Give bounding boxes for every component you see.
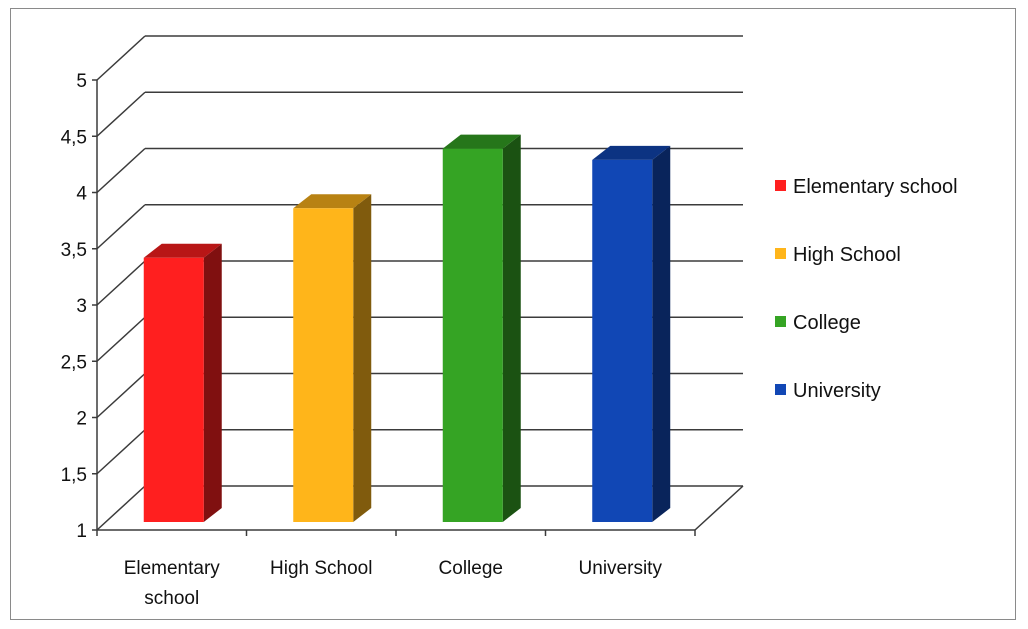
gridline — [96, 91, 743, 137]
gridline — [96, 35, 743, 81]
legend-swatch — [775, 248, 786, 259]
bar — [293, 194, 372, 522]
y-tick-label: 3 — [76, 296, 87, 317]
x-tick-label: High School — [270, 558, 372, 579]
legend-swatch — [775, 384, 786, 395]
y-tick-label: 2 — [76, 409, 87, 430]
legend-item: University — [775, 380, 881, 402]
y-tick-label: 1 — [76, 521, 87, 542]
y-tick-label: 3,5 — [61, 240, 87, 261]
bar — [592, 145, 671, 522]
legend-item: High School — [775, 244, 901, 266]
axes — [92, 79, 744, 536]
y-tick-label: 4 — [76, 184, 87, 205]
x-tick-label: Elementary school — [124, 558, 221, 609]
legend-label: Elementary school — [793, 176, 958, 198]
y-tick-label: 5 — [76, 71, 87, 92]
y-tick-label: 1,5 — [61, 465, 87, 486]
legend-item: Elementary school — [775, 176, 958, 198]
bar — [143, 243, 222, 522]
y-tick-label: 4,5 — [61, 127, 87, 148]
x-tick-label: University — [579, 558, 663, 579]
legend-label: University — [793, 380, 881, 402]
bars — [143, 134, 671, 522]
legend: Elementary school High School College Unive… — [775, 176, 958, 402]
legend-label: High School — [793, 244, 901, 266]
legend-swatch — [775, 316, 786, 327]
legend-swatch — [775, 180, 786, 191]
y-tick-label: 2,5 — [61, 352, 87, 373]
y-tick-labels: 1 1,5 2 2,5 3 3,5 4 4,5 5 — [61, 71, 88, 542]
x-tick-labels: Elementary school High School College Univer… — [124, 558, 663, 609]
legend-item: College — [775, 312, 861, 334]
bar — [442, 134, 521, 522]
legend-label: College — [793, 312, 861, 334]
x-tick-label: College — [439, 558, 503, 579]
